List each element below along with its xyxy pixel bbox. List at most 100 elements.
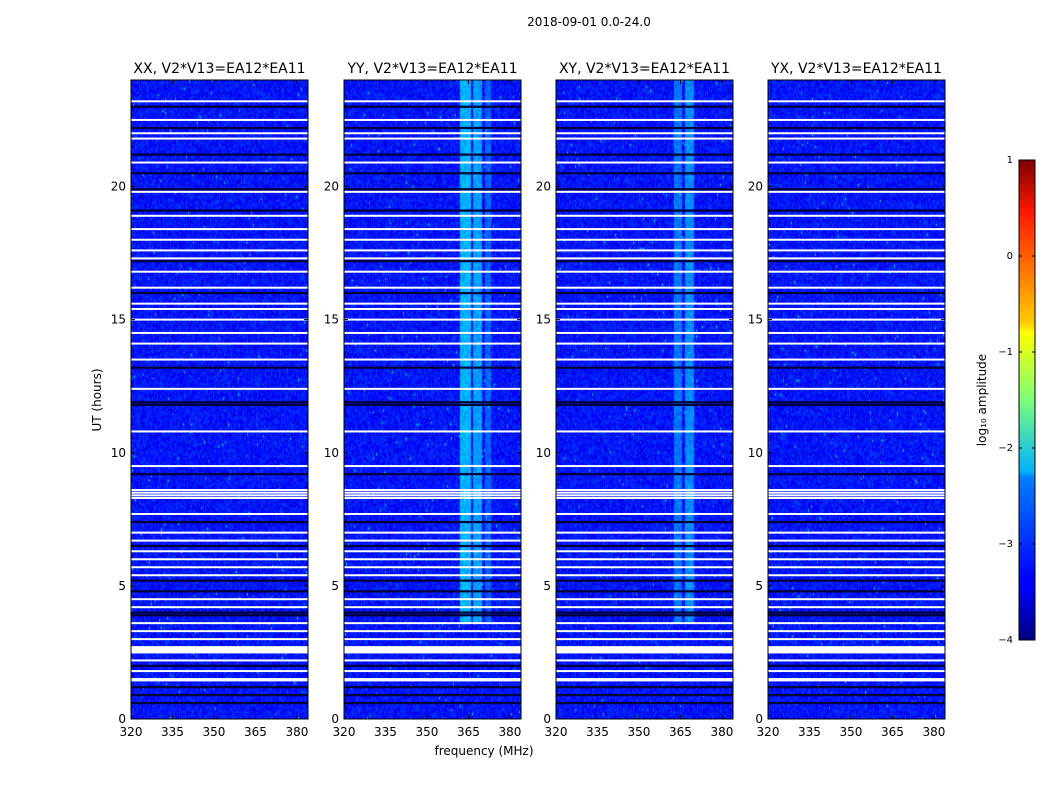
- flagged-row: [768, 132, 945, 135]
- dark-row: [344, 366, 521, 369]
- y-tick-label: 10: [536, 446, 551, 460]
- dark-row: [556, 401, 733, 404]
- dark-row: [344, 105, 521, 108]
- flagged-row: [344, 512, 521, 515]
- dark-row: [131, 614, 308, 617]
- flagged-row: [768, 558, 945, 561]
- panel-2: XY, V2*V13=EA12*EA11 320 335 350 365 380 0 5 10 1…: [536, 61, 734, 739]
- flagged-row: [556, 651, 733, 654]
- flagged-row: [131, 342, 308, 345]
- flagged-row: [344, 132, 521, 135]
- flagged-row: [768, 630, 945, 633]
- dark-row: [344, 172, 521, 175]
- flagged-row: [344, 550, 521, 553]
- x-tick-label: 320: [120, 725, 143, 739]
- flagged-row: [344, 430, 521, 433]
- x-tick-label: 335: [586, 725, 609, 739]
- flagged-row: [768, 331, 945, 334]
- flagged-row: [344, 650, 521, 653]
- flagged-row: [556, 638, 733, 641]
- y-tick-label: 15: [111, 313, 126, 327]
- flagged-row: [131, 228, 308, 231]
- flagged-row: [131, 489, 308, 492]
- x-axis-label: frequency (MHz): [434, 744, 533, 758]
- flagged-row: [556, 228, 733, 231]
- dark-row: [344, 188, 521, 191]
- flagged-row: [556, 659, 733, 662]
- flagged-row: [556, 137, 733, 140]
- flagged-row: [344, 497, 521, 500]
- y-tick-label: 15: [748, 313, 763, 327]
- flagged-row: [131, 598, 308, 601]
- flagged-row: [344, 670, 521, 673]
- y-tick-label: 20: [748, 180, 763, 194]
- dark-row: [344, 153, 521, 156]
- dark-row: [768, 292, 945, 295]
- flagged-row: [344, 539, 521, 542]
- dark-row: [556, 590, 733, 593]
- flagged-row: [768, 648, 945, 651]
- flagged-row: [131, 550, 308, 553]
- flagged-row: [131, 646, 308, 649]
- flagged-row: [131, 630, 308, 633]
- x-tick-label: 380: [710, 725, 733, 739]
- panel-3: YX, V2*V13=EA12*EA11 320 335 350 365 380 0 5 10 1…: [748, 61, 946, 739]
- dark-row: [556, 702, 733, 705]
- flagged-row: [556, 606, 733, 609]
- flagged-row: [344, 648, 521, 651]
- flagged-row: [556, 358, 733, 361]
- flagged-row: [768, 646, 945, 649]
- flagged-row: [344, 257, 521, 260]
- dark-row: [768, 401, 945, 404]
- y-tick-label: 20: [111, 180, 126, 194]
- dark-row: [768, 260, 945, 263]
- flagged-row: [556, 574, 733, 577]
- flagged-row: [131, 512, 308, 515]
- colorbar-ticks: 1 0 −1 −2 −3 −4: [998, 155, 1035, 646]
- flagged-row: [768, 659, 945, 662]
- flagged-row: [344, 622, 521, 625]
- flagged-row: [556, 489, 733, 492]
- dark-row: [131, 172, 308, 175]
- panel-frame: [130, 79, 309, 720]
- flagged-row: [131, 430, 308, 433]
- x-tick-label: 365: [669, 725, 692, 739]
- flagged-row: [131, 494, 308, 497]
- flagged-row: [344, 465, 521, 468]
- flagged-row: [344, 678, 521, 681]
- panel-title: XY, V2*V13=EA12*EA11: [559, 61, 730, 77]
- flagged-row: [344, 238, 521, 241]
- flagged-row: [131, 659, 308, 662]
- dark-row: [556, 126, 733, 130]
- dark-row: [556, 403, 733, 407]
- dark-row: [768, 694, 945, 697]
- flagged-row: [344, 358, 521, 361]
- panel-title: YX, V2*V13=EA12*EA11: [770, 61, 942, 77]
- flagged-row: [556, 679, 733, 682]
- flagged-row: [556, 550, 733, 553]
- panel-title: YY, V2*V13=EA12*EA11: [346, 61, 517, 77]
- flagged-row: [131, 100, 308, 103]
- dark-row: [131, 694, 308, 697]
- flagged-row: [131, 137, 308, 140]
- flagged-row: [344, 659, 521, 662]
- flagged-row: [131, 558, 308, 561]
- flagged-row: [768, 228, 945, 231]
- flagged-row: [131, 249, 308, 252]
- flagged-row: [768, 494, 945, 497]
- dark-row: [344, 614, 521, 617]
- flagged-row: [131, 118, 308, 121]
- x-tick-label: 380: [922, 725, 945, 739]
- dark-row: [768, 473, 945, 476]
- flagged-row: [768, 118, 945, 121]
- flagged-row: [131, 574, 308, 577]
- colorbar-tick-label: −2: [998, 443, 1013, 454]
- colorbar-tick-label: 1: [1007, 155, 1013, 166]
- flagged-row: [768, 249, 945, 252]
- dark-row: [344, 590, 521, 593]
- flagged-row: [768, 489, 945, 492]
- dark-row: [131, 686, 308, 689]
- dark-row: [556, 686, 733, 689]
- flagged-row: [131, 539, 308, 542]
- flagged-row: [556, 257, 733, 260]
